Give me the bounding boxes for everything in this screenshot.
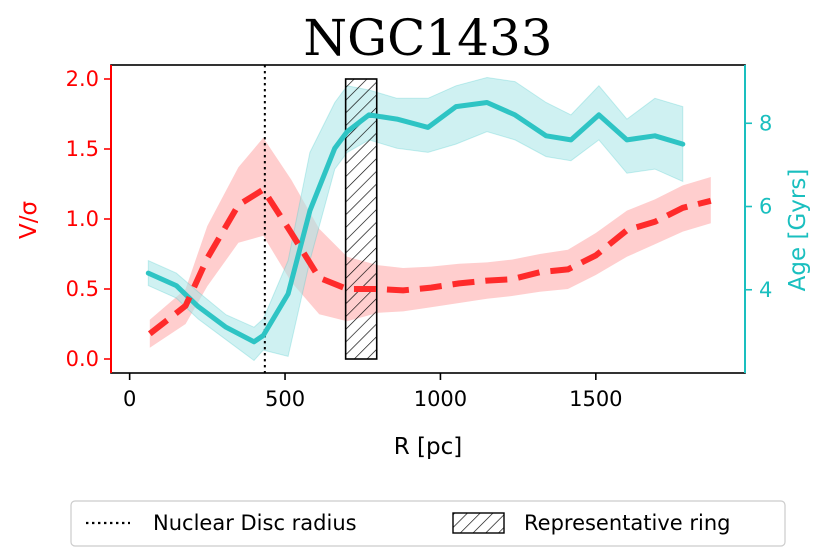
vsigma-series-line (147, 186, 712, 337)
left-tick-label: 2.0 (66, 67, 99, 91)
x-tick-label: 1000 (414, 387, 467, 411)
x-tick-label: 500 (265, 387, 305, 411)
x-axis-label: R [pc] (394, 434, 462, 460)
left-tick-label: 1.0 (66, 207, 99, 231)
legend-frame (70, 500, 786, 547)
age-uncertainty-band (147, 76, 684, 362)
left-y-axis: 0.0 0.5 1.0 1.5 2.0 (66, 67, 111, 371)
vsigma-uncertainty-band (149, 137, 711, 348)
age-series-line (145, 100, 686, 345)
series-lines (145, 100, 712, 345)
legend-hatch-icon (452, 512, 505, 534)
x-tick-label: 0 (123, 387, 136, 411)
right-tick-label: 8 (759, 111, 772, 135)
x-tick-label: 1500 (569, 387, 622, 411)
legend: Nuclear Disc radius Representative ring (70, 500, 786, 547)
right-y-axis: 4 6 8 (745, 111, 772, 302)
left-y-axis-label: V/σ (16, 201, 42, 239)
legend-entry-representative-ring: Representative ring (524, 511, 730, 535)
chart-title: NGC1433 (303, 9, 552, 67)
right-tick-label: 6 (759, 195, 772, 219)
legend-entry-nuclear-disc: Nuclear Disc radius (153, 511, 357, 535)
left-tick-label: 0.5 (66, 277, 99, 301)
right-y-axis-label: Age [Gyrs] (785, 169, 811, 292)
representative-ring-box (344, 78, 378, 360)
x-axis: 0 500 1000 1500 (123, 373, 623, 411)
left-tick-label: 1.5 (66, 137, 99, 161)
left-tick-label: 0.0 (66, 347, 99, 371)
annotations (263, 65, 378, 373)
confidence-bands (147, 76, 711, 362)
right-tick-label: 4 (759, 278, 772, 302)
